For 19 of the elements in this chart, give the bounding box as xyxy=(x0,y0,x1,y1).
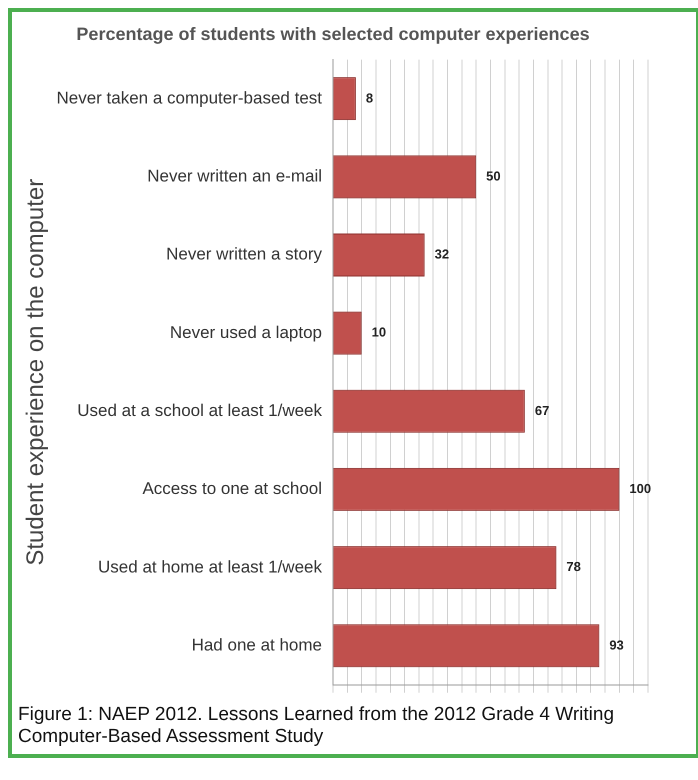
y-tick-label: Never written an e-mail xyxy=(147,166,322,186)
data-label: 32 xyxy=(434,246,450,262)
y-tick-label: Access to one at school xyxy=(142,479,322,498)
y-tick-label: Never taken a computer-based test xyxy=(56,88,322,108)
data-label: 67 xyxy=(534,402,550,418)
y-tick-label: Used at home at least 1/week xyxy=(98,557,322,576)
data-label: 10 xyxy=(372,324,386,340)
chart-title: Percentage of students with selected computer experiences xyxy=(76,24,590,44)
y-tick-label: Had one at home xyxy=(192,635,322,654)
y-tick-label: Never written a story xyxy=(166,244,322,264)
data-label: 100 xyxy=(629,481,652,496)
y-tick-label: Used at a school at least 1/week xyxy=(77,400,322,420)
data-label: 93 xyxy=(609,637,624,652)
data-label: 8 xyxy=(366,90,374,106)
y-axis-title: Student experience on the computer xyxy=(22,178,50,566)
data-label: 78 xyxy=(566,559,581,574)
data-label: 50 xyxy=(486,168,501,184)
caption: Figure 1: NAEP 2012. Lessons Learned from the 2012 Grade 4 Writing Computer-Based Assessment Study xyxy=(18,704,616,748)
y-tick-label: Never used a laptop xyxy=(170,322,322,342)
